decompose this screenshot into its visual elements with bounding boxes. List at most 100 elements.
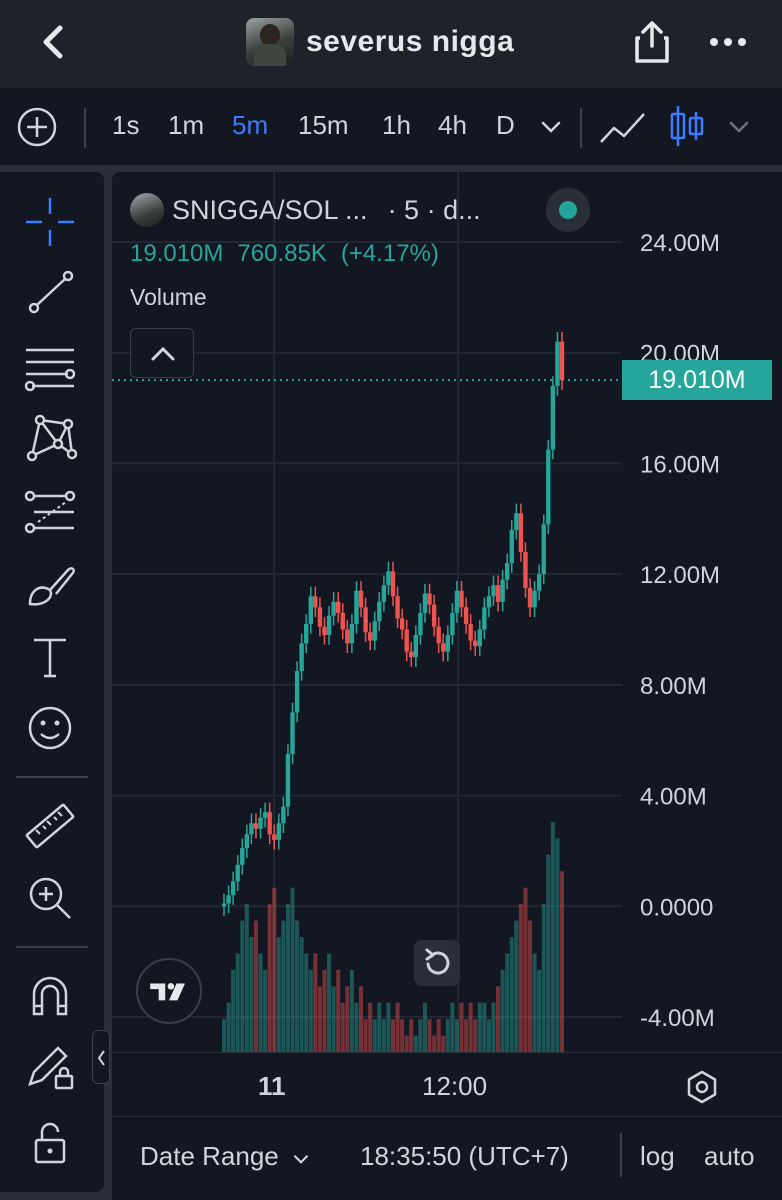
timeframe-15m[interactable]: 15m <box>298 110 349 140</box>
interval-info: · 5 · d... <box>387 194 481 225</box>
tradingview-logo[interactable] <box>136 958 202 1024</box>
candle-body <box>477 629 482 647</box>
trend-line-icon[interactable] <box>20 262 80 322</box>
timeframe-1s[interactable]: 1s <box>112 110 140 140</box>
timeframe-1h[interactable]: 1h <box>382 110 411 140</box>
candle-body <box>559 341 565 381</box>
fib-icon[interactable] <box>20 338 80 398</box>
volume-bar <box>482 1002 487 1052</box>
line-chart-icon[interactable] <box>598 108 648 148</box>
y-tick-label: 8.00M <box>640 673 707 700</box>
candle-body <box>226 895 231 904</box>
reset-chart-button[interactable] <box>414 940 460 986</box>
chevron-left-icon[interactable] <box>34 22 74 62</box>
volume-bar <box>386 1002 391 1052</box>
volume-bar <box>496 986 501 1052</box>
candle-body <box>550 385 556 450</box>
collapse-legend-button[interactable] <box>130 328 194 378</box>
chevron-down-icon[interactable] <box>728 120 750 134</box>
more-icon[interactable] <box>706 28 750 56</box>
candle-body <box>436 626 441 644</box>
candle-body <box>230 881 236 896</box>
sidebar-collapse-button[interactable] <box>92 1030 110 1084</box>
candle-body <box>395 596 400 619</box>
candle-body <box>409 651 414 658</box>
candle-body <box>253 823 259 829</box>
volume-bar <box>222 1019 226 1052</box>
hexagon-settings-icon[interactable] <box>684 1069 720 1105</box>
chevron-down-icon[interactable] <box>540 120 562 134</box>
volume-bar <box>432 1035 437 1052</box>
candle-body <box>390 571 396 597</box>
volume-bar <box>477 1002 482 1052</box>
candle-body <box>431 604 437 627</box>
timeframe-4h[interactable]: 4h <box>438 110 467 140</box>
prediction-icon[interactable] <box>20 482 80 542</box>
magnet-icon[interactable] <box>20 966 80 1026</box>
volume-bar <box>441 1035 446 1052</box>
price-chart[interactable]: 24.00M20.00M16.00M12.00M8.00M4.00M0.0000… <box>112 172 782 1200</box>
volume-bar <box>240 920 245 1052</box>
candle-body <box>463 607 469 624</box>
volume-bar <box>331 986 336 1052</box>
crosshair-icon[interactable] <box>20 192 80 252</box>
volume-bar <box>505 953 510 1052</box>
text-icon[interactable] <box>20 626 80 686</box>
unlock-icon[interactable] <box>20 1112 80 1172</box>
chevron-left-icon <box>97 1050 105 1066</box>
candle-body <box>514 513 519 530</box>
volume-bar <box>263 969 268 1052</box>
volume-bar <box>550 822 555 1052</box>
volume-bar <box>422 1002 427 1052</box>
timeframe-5m[interactable]: 5m <box>232 110 269 140</box>
candle-body <box>386 571 391 586</box>
candle-body <box>235 864 240 882</box>
volume-bar <box>336 969 341 1052</box>
symbol-header[interactable]: SNIGGA/SOL ... · 5 · d... <box>130 190 481 230</box>
candle-body <box>495 585 501 602</box>
price-readout: 19.010M 760.85K (+4.17%) <box>130 240 439 268</box>
candle-body <box>276 823 282 840</box>
volume-bar <box>345 986 350 1052</box>
candle-body <box>340 612 345 630</box>
zoom-icon[interactable] <box>20 868 80 928</box>
volume-bar <box>381 1019 386 1052</box>
timeframe-1m[interactable]: 1m <box>168 110 205 140</box>
volume-bar <box>368 1002 373 1052</box>
add-indicator-icon[interactable] <box>16 106 58 148</box>
token-title[interactable]: severus nigga <box>246 16 514 68</box>
volume-bar <box>258 953 263 1052</box>
ruler-icon[interactable] <box>20 796 80 856</box>
pattern-icon[interactable] <box>20 408 80 468</box>
emoji-icon[interactable] <box>20 698 80 758</box>
volume-bar <box>340 1002 345 1052</box>
volume-bar <box>391 1019 395 1052</box>
toolbar-divider <box>84 108 86 148</box>
lock-draw-icon[interactable] <box>20 1038 80 1098</box>
candle-body <box>326 615 332 636</box>
volume-bar <box>486 1019 491 1052</box>
volume-label[interactable]: Volume <box>130 284 207 310</box>
candle-body <box>413 635 419 658</box>
log-scale-toggle[interactable]: log <box>640 1141 675 1171</box>
auto-scale-toggle[interactable]: auto <box>704 1141 755 1171</box>
candle-body <box>317 607 323 627</box>
volume-bar <box>404 1035 409 1052</box>
volume-bar <box>327 953 332 1052</box>
candle-body <box>546 449 551 525</box>
candle-body <box>240 848 245 865</box>
share-icon[interactable] <box>632 20 672 64</box>
symbol-name: SNIGGA/SOL ... <box>172 194 368 225</box>
date-range-button[interactable]: Date Range <box>140 1141 310 1172</box>
clock-timezone[interactable]: 18:35:50 (UTC+7) <box>360 1141 569 1171</box>
market-status-dot[interactable] <box>546 188 590 232</box>
candle-body <box>249 823 254 835</box>
y-tick-label: -4.00M <box>640 1005 715 1032</box>
time-axis[interactable]: 11 12:00 <box>112 1052 782 1116</box>
volume-bar <box>473 1019 478 1052</box>
timeframe-D[interactable]: D <box>496 110 515 140</box>
volume-bar <box>468 1002 473 1052</box>
brush-icon[interactable] <box>20 554 80 614</box>
candle-chart-icon[interactable] <box>668 104 708 148</box>
current-price: 19.010M <box>130 240 224 267</box>
